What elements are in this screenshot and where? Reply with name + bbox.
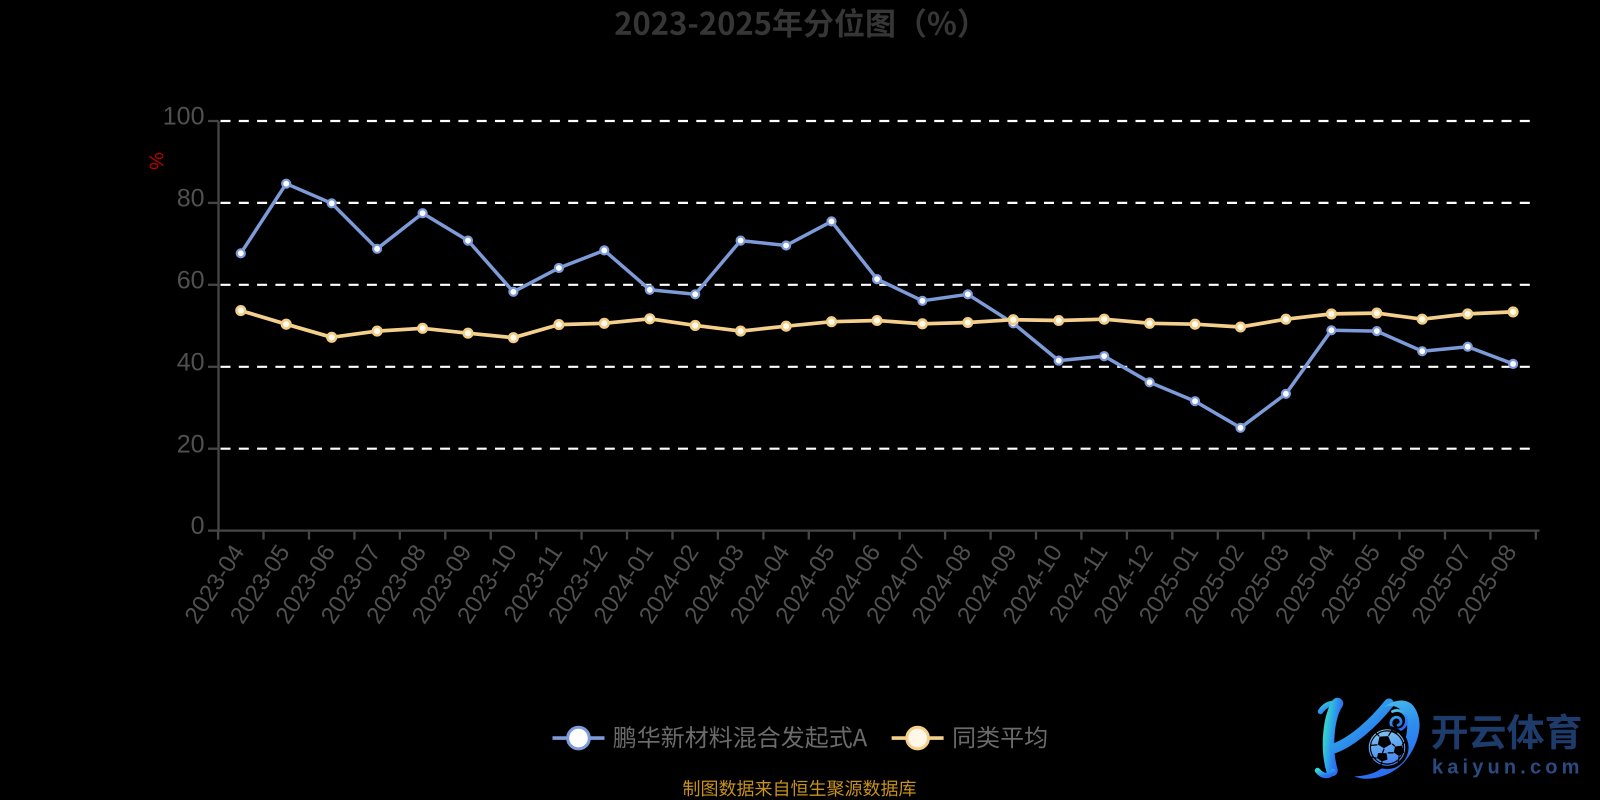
svg-text:100: 100 bbox=[163, 103, 205, 131]
svg-text:kaiyun.com: kaiyun.com bbox=[1432, 757, 1584, 779]
svg-text:40: 40 bbox=[177, 348, 205, 376]
svg-text:20: 20 bbox=[177, 430, 205, 458]
svg-text:%: % bbox=[145, 152, 167, 170]
svg-text:60: 60 bbox=[177, 266, 205, 294]
svg-text:0: 0 bbox=[191, 512, 205, 540]
svg-text:80: 80 bbox=[177, 185, 205, 213]
